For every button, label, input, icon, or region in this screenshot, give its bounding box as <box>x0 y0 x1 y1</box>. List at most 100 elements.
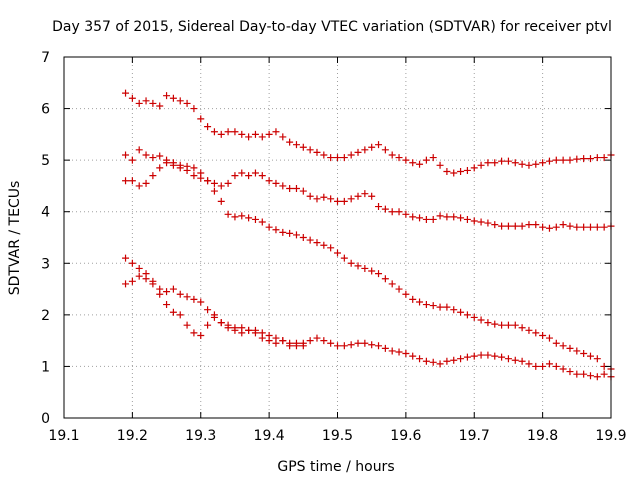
data-point <box>559 156 567 164</box>
data-point <box>477 351 485 359</box>
data-point <box>245 214 253 222</box>
data-point <box>580 155 588 163</box>
data-point <box>347 195 355 203</box>
data-point <box>265 223 273 231</box>
data-point <box>518 324 526 332</box>
data-point <box>416 160 424 168</box>
data-point <box>532 362 540 370</box>
data-point <box>135 99 143 107</box>
data-point <box>265 130 273 138</box>
data-point <box>504 321 512 329</box>
data-point <box>586 223 594 231</box>
data-point <box>299 143 307 151</box>
data-point <box>142 275 150 283</box>
data-point <box>279 182 287 190</box>
data-point <box>251 169 259 177</box>
data-point <box>142 151 150 159</box>
data-point <box>484 351 492 359</box>
data-point <box>470 217 478 225</box>
data-point <box>375 203 383 211</box>
data-point <box>320 337 328 345</box>
data-point <box>573 347 581 355</box>
data-point <box>156 290 164 298</box>
data-point <box>511 356 519 364</box>
data-point <box>128 156 136 164</box>
data-point <box>292 185 300 193</box>
data-point <box>176 290 184 298</box>
data-point <box>190 164 198 172</box>
data-point <box>409 213 417 221</box>
data-point <box>545 224 553 232</box>
data-point <box>245 172 253 180</box>
data-point <box>436 161 444 169</box>
data-point <box>197 174 205 182</box>
data-point <box>498 353 506 361</box>
data-point <box>552 362 560 370</box>
data-point <box>163 159 171 167</box>
data-point <box>122 89 130 97</box>
data-point <box>149 99 157 107</box>
data-point <box>388 280 396 288</box>
data-point <box>183 293 191 301</box>
data-point <box>142 179 150 187</box>
data-point <box>354 148 362 156</box>
data-point <box>409 352 417 360</box>
y-tick-label: 2 <box>41 308 50 324</box>
data-point <box>375 141 383 149</box>
y-tick-label: 5 <box>41 153 50 169</box>
data-point <box>532 221 540 229</box>
data-point <box>552 156 560 164</box>
data-point <box>422 357 430 365</box>
data-point <box>258 172 266 180</box>
data-point <box>545 157 553 165</box>
data-point <box>183 166 191 174</box>
data-point <box>436 360 444 368</box>
data-point <box>334 342 341 350</box>
y-tick-label: 3 <box>41 256 50 272</box>
data-point <box>204 306 212 314</box>
data-points <box>122 89 615 381</box>
data-point <box>190 329 198 337</box>
data-point <box>347 259 355 267</box>
data-point <box>320 151 328 159</box>
data-point <box>251 329 259 337</box>
data-point <box>135 182 143 190</box>
y-tick-label: 0 <box>41 411 50 427</box>
data-point <box>265 337 273 345</box>
data-point <box>217 182 225 190</box>
data-point <box>217 130 225 138</box>
data-point <box>231 326 239 334</box>
x-tick-label: 19.3 <box>185 428 216 444</box>
data-point <box>539 331 547 339</box>
data-point <box>238 130 246 138</box>
data-point <box>525 221 533 229</box>
data-point <box>279 337 287 345</box>
data-point <box>375 270 383 278</box>
data-point <box>600 223 608 231</box>
data-point <box>313 148 321 156</box>
data-point <box>463 215 471 223</box>
x-tick-label: 19.5 <box>322 428 353 444</box>
data-point <box>559 365 567 373</box>
x-tick-label: 19.1 <box>48 428 79 444</box>
data-point <box>340 254 348 262</box>
data-point <box>251 130 259 138</box>
data-point <box>340 342 348 350</box>
data-point <box>443 167 451 175</box>
data-point <box>436 212 444 220</box>
data-point <box>491 352 499 360</box>
data-point <box>422 301 430 309</box>
data-point <box>347 341 355 349</box>
data-point <box>286 342 294 350</box>
x-tick-label: 19.9 <box>595 428 626 444</box>
data-point <box>197 115 205 123</box>
data-point <box>354 192 362 200</box>
data-point <box>381 344 389 352</box>
data-point <box>525 161 533 169</box>
data-point <box>163 288 171 296</box>
data-point <box>443 303 451 311</box>
data-point <box>573 155 581 163</box>
data-point <box>477 161 485 169</box>
data-point <box>163 301 171 309</box>
